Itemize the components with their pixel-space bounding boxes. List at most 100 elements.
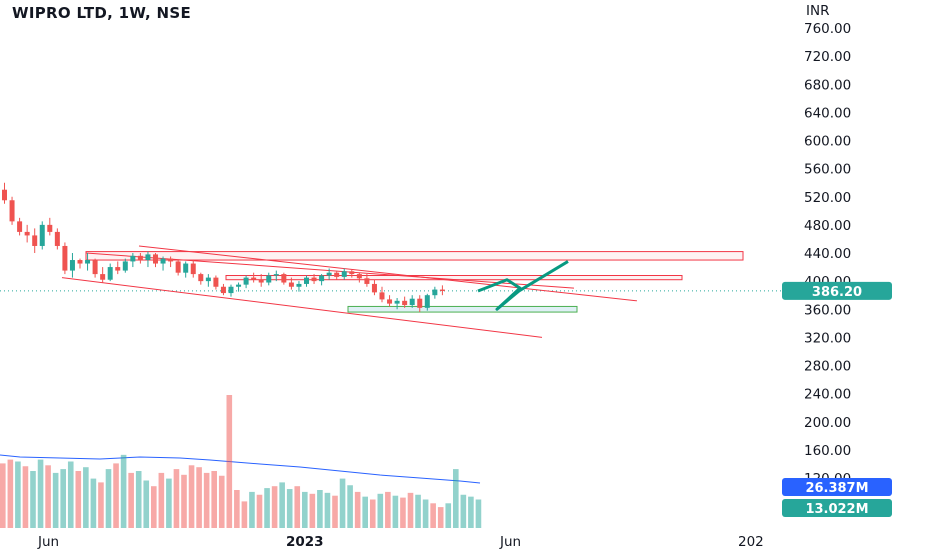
candle-body (107, 267, 113, 280)
volume-bar (241, 501, 248, 528)
candle (107, 263, 113, 282)
candle (236, 282, 242, 292)
currency-label: INR (806, 3, 829, 19)
candle (47, 217, 53, 236)
candle (153, 253, 158, 268)
candle (288, 277, 294, 290)
volume-bar (468, 496, 474, 528)
channel-upper-line[interactable] (138, 245, 638, 302)
candle (2, 182, 7, 204)
volume-bar (45, 465, 51, 528)
volume-bar (218, 475, 225, 528)
last-price-badge-text: 386.20 (812, 285, 862, 300)
candle-body (24, 231, 30, 236)
candle-body (417, 298, 423, 308)
candle (402, 296, 408, 308)
candle-body (69, 260, 75, 271)
volume-bar (271, 486, 278, 528)
candle-body (198, 274, 204, 282)
volume-bar (422, 499, 429, 528)
volume-bar (354, 491, 361, 528)
volume-bar (151, 486, 157, 528)
price-tick-label: 360.00 (804, 302, 851, 318)
candle-body (258, 279, 264, 283)
volume-bar (7, 459, 14, 528)
candle-body (236, 284, 242, 287)
price-tick-label: 680.00 (804, 77, 851, 93)
candle-body (326, 272, 332, 276)
price-tick-label: 560.00 (804, 162, 851, 178)
candle-body (77, 260, 83, 264)
candle-body (424, 295, 430, 308)
candle (228, 284, 234, 297)
volume-bar (135, 471, 142, 528)
volume-bar (196, 467, 202, 528)
volume-bar (302, 491, 308, 528)
volume-badge: 13.022M (782, 499, 892, 517)
candle (417, 295, 423, 313)
candle-body (175, 261, 181, 273)
candle-body (243, 277, 249, 285)
candle-body (130, 255, 136, 262)
candle-body (32, 235, 38, 246)
volume-bar (317, 490, 323, 528)
price-tick-label: 280.00 (804, 359, 851, 375)
candle (130, 253, 136, 268)
support-zone[interactable] (347, 305, 578, 313)
time-tick-label: 202 (738, 534, 764, 550)
candle-body (85, 260, 91, 264)
candle-body (145, 254, 151, 261)
volume-bar (15, 461, 21, 528)
candle-body (319, 275, 325, 282)
candle (296, 281, 302, 292)
candle (62, 242, 68, 275)
candle-body (394, 300, 400, 304)
volume-bar (120, 454, 127, 528)
candle-body (220, 286, 226, 294)
projection-path[interactable] (477, 260, 569, 311)
candle-body (62, 245, 68, 271)
channel-lower-line[interactable] (61, 277, 543, 338)
volume-bar (339, 478, 346, 528)
volume-bar (407, 492, 414, 528)
price-tick-label: 480.00 (804, 218, 851, 234)
channel-mid-line[interactable] (85, 252, 575, 289)
candle (39, 221, 45, 250)
candle (175, 260, 181, 276)
candle (439, 285, 445, 296)
candle (251, 272, 257, 283)
candle (349, 269, 355, 278)
price-tick-label: 240.00 (804, 387, 851, 403)
candle-body (273, 274, 279, 276)
volume-bar (385, 491, 391, 528)
volume-bar (294, 486, 301, 528)
volume-bar (392, 495, 399, 528)
volume-bar (286, 489, 293, 528)
candle (24, 224, 30, 243)
volume-bar (90, 478, 97, 528)
volume-badge-text: 13.022M (805, 502, 868, 517)
candle-body (228, 286, 234, 294)
price-tick-label: 600.00 (804, 134, 851, 150)
time-tick-label: Jun (499, 534, 521, 550)
candle-body (349, 271, 355, 275)
candle-body (100, 274, 106, 280)
volume-bar (309, 493, 316, 528)
price-tick-label: 320.00 (804, 330, 851, 346)
candle-body (153, 254, 158, 264)
candle-body (160, 258, 166, 264)
volume-bar (173, 469, 180, 528)
resistance-zone-upper[interactable] (85, 251, 744, 261)
candle-body (190, 263, 196, 275)
last-price-badge: 386.20 (782, 281, 892, 300)
volume-bar (256, 494, 263, 528)
candle-body (9, 200, 15, 222)
time-tick-label: 2023 (286, 534, 324, 550)
candle (137, 253, 143, 264)
price-tick-label: 720.00 (804, 49, 851, 65)
volume-bar (128, 472, 134, 528)
candle-body (304, 277, 309, 284)
candle-body (402, 300, 408, 306)
candle-body (39, 224, 45, 246)
